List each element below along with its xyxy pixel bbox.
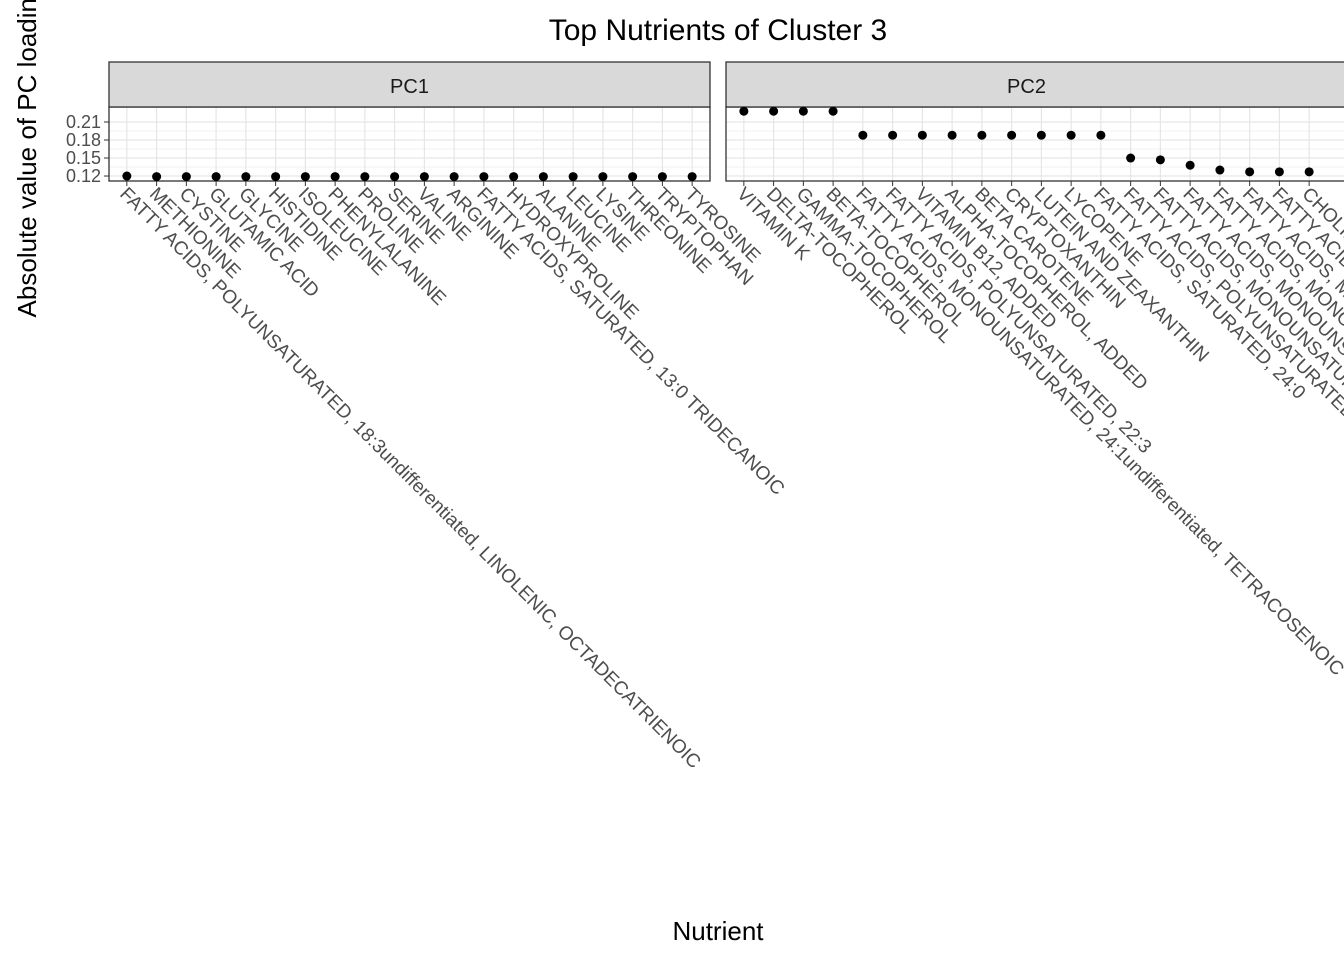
point: [739, 106, 749, 116]
point: [1245, 167, 1255, 177]
point: [888, 130, 898, 140]
point: [1036, 130, 1046, 140]
y-tick-label: 0.15: [66, 148, 101, 168]
point: [1096, 130, 1106, 140]
point: [211, 172, 221, 182]
point: [947, 130, 957, 140]
panel-background: [109, 107, 710, 181]
point: [828, 106, 838, 116]
point: [181, 172, 191, 182]
point: [1066, 130, 1076, 140]
y-tick-label: 0.18: [66, 130, 101, 150]
point: [1274, 167, 1284, 177]
y-axis-title: Absolute value of PC loadings: [12, 0, 42, 317]
x-axis-title: Nutrient: [672, 916, 764, 946]
point: [1304, 167, 1314, 177]
point: [509, 172, 519, 182]
point: [330, 172, 340, 182]
point: [419, 172, 429, 182]
point: [1215, 165, 1225, 175]
point: [917, 130, 927, 140]
y-tick-label: 0.21: [66, 112, 101, 132]
point: [1126, 153, 1136, 163]
point: [1185, 160, 1195, 170]
point: [977, 130, 987, 140]
point: [241, 172, 251, 182]
strip-label: PC1: [390, 76, 429, 98]
point: [300, 172, 310, 182]
point: [122, 171, 132, 181]
point: [449, 172, 459, 182]
point: [360, 172, 370, 182]
point: [152, 172, 162, 182]
point: [657, 172, 667, 182]
point: [628, 172, 638, 182]
point: [598, 172, 608, 182]
point: [538, 172, 548, 182]
point: [687, 172, 697, 182]
point: [479, 172, 489, 182]
panel-background: [726, 107, 1344, 181]
point: [769, 106, 779, 116]
point: [271, 172, 281, 182]
chart-title: Top Nutrients of Cluster 3: [549, 14, 887, 47]
point: [390, 172, 400, 182]
y-tick-label: 0.12: [66, 166, 101, 186]
point: [798, 106, 808, 116]
point: [568, 172, 578, 182]
point: [858, 130, 868, 140]
strip-label: PC2: [1007, 76, 1046, 98]
point: [1007, 130, 1017, 140]
point: [1155, 155, 1165, 165]
strip: [108, 61, 711, 108]
strip: [725, 61, 1344, 108]
